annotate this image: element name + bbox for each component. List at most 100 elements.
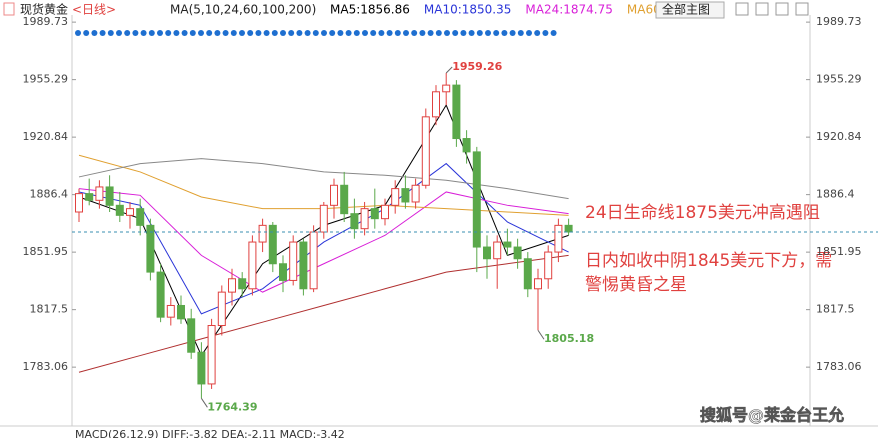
marker-dot xyxy=(280,30,286,36)
y-tick-label: 1783.06 xyxy=(23,360,69,373)
candle-body xyxy=(483,246,491,260)
marker-dot xyxy=(337,30,344,36)
note: 警惕黄昏之星 xyxy=(585,275,687,295)
marker-dot xyxy=(403,30,409,36)
marker-dot xyxy=(345,30,352,36)
candle-body xyxy=(330,184,338,206)
candle-body xyxy=(319,204,328,233)
candle-body xyxy=(432,91,440,118)
marker-dot xyxy=(132,30,139,36)
candle-body xyxy=(370,208,379,220)
marker-dot xyxy=(435,30,442,36)
marker-dot xyxy=(427,30,434,36)
marker-dot xyxy=(189,30,196,36)
marker-dot xyxy=(239,30,245,36)
candle-body xyxy=(452,84,461,140)
marker-dot xyxy=(75,30,81,36)
candle-body xyxy=(105,186,114,206)
candle-body xyxy=(279,263,287,281)
marker-dot xyxy=(124,30,131,36)
marker-dot xyxy=(509,30,516,36)
marker-dot xyxy=(362,30,368,36)
marker-dot xyxy=(394,30,401,36)
marker-dot xyxy=(419,30,426,36)
marker-dot xyxy=(370,30,377,36)
marker-dot xyxy=(312,30,319,36)
candle-body xyxy=(85,193,94,201)
marker-dot xyxy=(263,30,270,36)
annotation: 1805.18 xyxy=(544,332,594,345)
candle-body xyxy=(299,241,308,290)
candle-body xyxy=(95,186,104,201)
marker-dot xyxy=(452,30,459,36)
note: 24日生命线1875美元冲高遇阻 xyxy=(585,203,820,223)
y-tick-label: 1920.84 xyxy=(23,130,69,143)
ma-line xyxy=(78,162,569,315)
icon[interactable] xyxy=(775,2,789,16)
period[interactable]: <日线> xyxy=(72,3,116,17)
marker-dot xyxy=(329,30,336,36)
marker-dot xyxy=(542,30,549,36)
candle-body xyxy=(493,241,502,260)
candle-body xyxy=(228,278,236,293)
marker-dot xyxy=(460,30,467,36)
candle-body xyxy=(340,184,349,215)
marker-dot xyxy=(476,30,483,36)
y-tick-label: 1851.95 xyxy=(816,245,862,258)
button-label[interactable]: 全部主图 xyxy=(662,2,710,17)
candle-body xyxy=(411,184,420,203)
candle-body xyxy=(289,241,298,281)
icon[interactable] xyxy=(755,2,769,16)
marker-dot xyxy=(181,30,188,36)
y-tick-label: 1783.06 xyxy=(816,360,862,373)
button[interactable] xyxy=(655,1,725,19)
candle-body xyxy=(258,224,267,243)
ma-value: MA10:1850.35 xyxy=(424,3,512,17)
marker-dot xyxy=(173,30,180,36)
candle-body xyxy=(248,241,257,290)
candle-body xyxy=(401,188,410,203)
y-tick-label: 1989.73 xyxy=(816,15,862,28)
candle-body xyxy=(156,271,165,318)
marker-dot xyxy=(411,30,418,36)
candle-body xyxy=(564,224,573,233)
ma-line xyxy=(78,188,569,293)
annotation: 1764.39 xyxy=(207,400,257,413)
marker-dot xyxy=(140,30,147,36)
candle-body xyxy=(513,246,522,260)
marker-dot xyxy=(321,30,327,36)
marker-dot xyxy=(378,30,385,36)
candle-body xyxy=(360,208,369,230)
candle-body xyxy=(554,224,563,253)
marker-dot xyxy=(91,30,98,36)
y-tick-label: 1920.84 xyxy=(816,130,862,143)
icon xyxy=(3,2,15,16)
marker-dot xyxy=(288,30,295,36)
y-tick-label: 1989.73 xyxy=(23,15,69,28)
icon[interactable] xyxy=(795,2,809,16)
candle-body xyxy=(391,188,400,206)
candle-body xyxy=(442,84,451,93)
candle-body xyxy=(115,204,124,216)
candle-body xyxy=(268,224,277,265)
ma-line xyxy=(78,158,569,200)
candle-body xyxy=(544,251,553,280)
candle-body xyxy=(534,278,542,290)
marker-dot xyxy=(517,30,524,36)
marker-dot xyxy=(493,30,500,36)
candle-body xyxy=(187,318,196,353)
marker-dot xyxy=(255,30,262,36)
candle-body xyxy=(217,291,226,327)
marker-dot xyxy=(468,30,475,36)
marker-dot xyxy=(501,30,508,36)
chart-title: 现货黄金 xyxy=(20,2,68,17)
marker-dot xyxy=(271,30,278,36)
marker-dot xyxy=(386,30,393,36)
y-tick-label: 1955.29 xyxy=(816,73,862,86)
marker-dot xyxy=(222,30,229,36)
icon[interactable] xyxy=(735,2,749,16)
marker-dot xyxy=(485,30,491,36)
marker-dot xyxy=(353,30,360,36)
annotation: 1959.26 xyxy=(452,60,502,73)
